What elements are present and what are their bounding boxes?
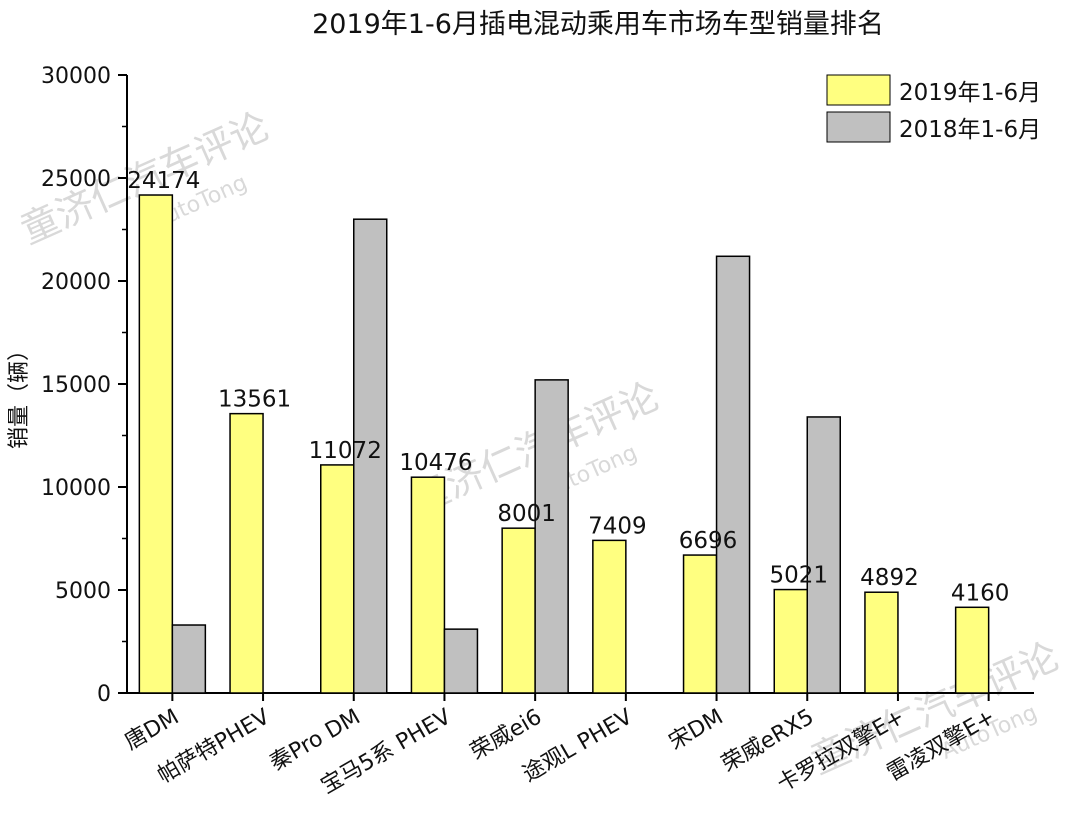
legend: 2019年1-6月 2018年1-6月: [826, 74, 1041, 143]
y-axis-label: 销量（辆）: [7, 339, 32, 449]
y-tick-label: 30000: [41, 64, 111, 89]
legend-label-2018: 2018年1-6月: [899, 117, 1041, 143]
bar-2019: [773, 588, 808, 694]
y-tick-label: 25000: [41, 167, 111, 192]
chart-title: 2019年1-6月插电混动乘用车市场车型销量排名: [312, 9, 884, 40]
bar-2019: [229, 412, 264, 694]
bar-2019: [410, 476, 446, 694]
bars: [138, 194, 990, 694]
data-label-2019: 4892: [860, 565, 919, 591]
y-tick-label: 15000: [41, 373, 111, 398]
bar-2019: [320, 464, 355, 694]
data-label-2019: 11072: [309, 438, 382, 464]
data-label-2019: 13561: [218, 387, 291, 413]
bar-2018: [171, 624, 207, 694]
bar-2018: [534, 379, 569, 694]
data-label-2019: 6696: [679, 528, 738, 554]
y-tick-label: 5000: [55, 579, 111, 604]
bar-2018: [443, 628, 479, 694]
bar-2019: [682, 554, 718, 694]
bar-2019: [592, 539, 627, 694]
bar-2018: [806, 416, 841, 694]
data-label-2019: 24174: [127, 168, 200, 194]
data-label-2019: 7409: [588, 513, 647, 539]
legend-label-2019: 2019年1-6月: [899, 80, 1041, 106]
data-label-2019: 10476: [399, 450, 472, 476]
y-tick-label: 20000: [41, 270, 111, 295]
y-tick-label: 0: [97, 682, 111, 707]
axes: 0 5000 10000 15000 20000 25000 30000: [41, 64, 1034, 707]
data-label-2019: 8001: [497, 501, 556, 527]
data-labels: 24174 13561 11072 10476 8001 7409 6696 5021 4892…: [127, 168, 1009, 606]
bar-2019: [864, 591, 899, 694]
data-label-2019: 4160: [951, 580, 1010, 606]
x-tick-label: 宋DM: [665, 705, 728, 756]
y-tick-label: 10000: [41, 476, 111, 501]
x-tick-label: 唐DM: [121, 705, 184, 756]
bar-2019: [138, 194, 174, 694]
bar-2018: [715, 255, 751, 694]
bar-2019: [954, 606, 990, 694]
bar-2019: [501, 527, 536, 694]
legend-swatch-2019: [826, 74, 891, 106]
bar-2018: [353, 218, 388, 694]
data-label-2019: 5021: [769, 563, 828, 589]
legend-swatch-2018: [826, 111, 891, 143]
